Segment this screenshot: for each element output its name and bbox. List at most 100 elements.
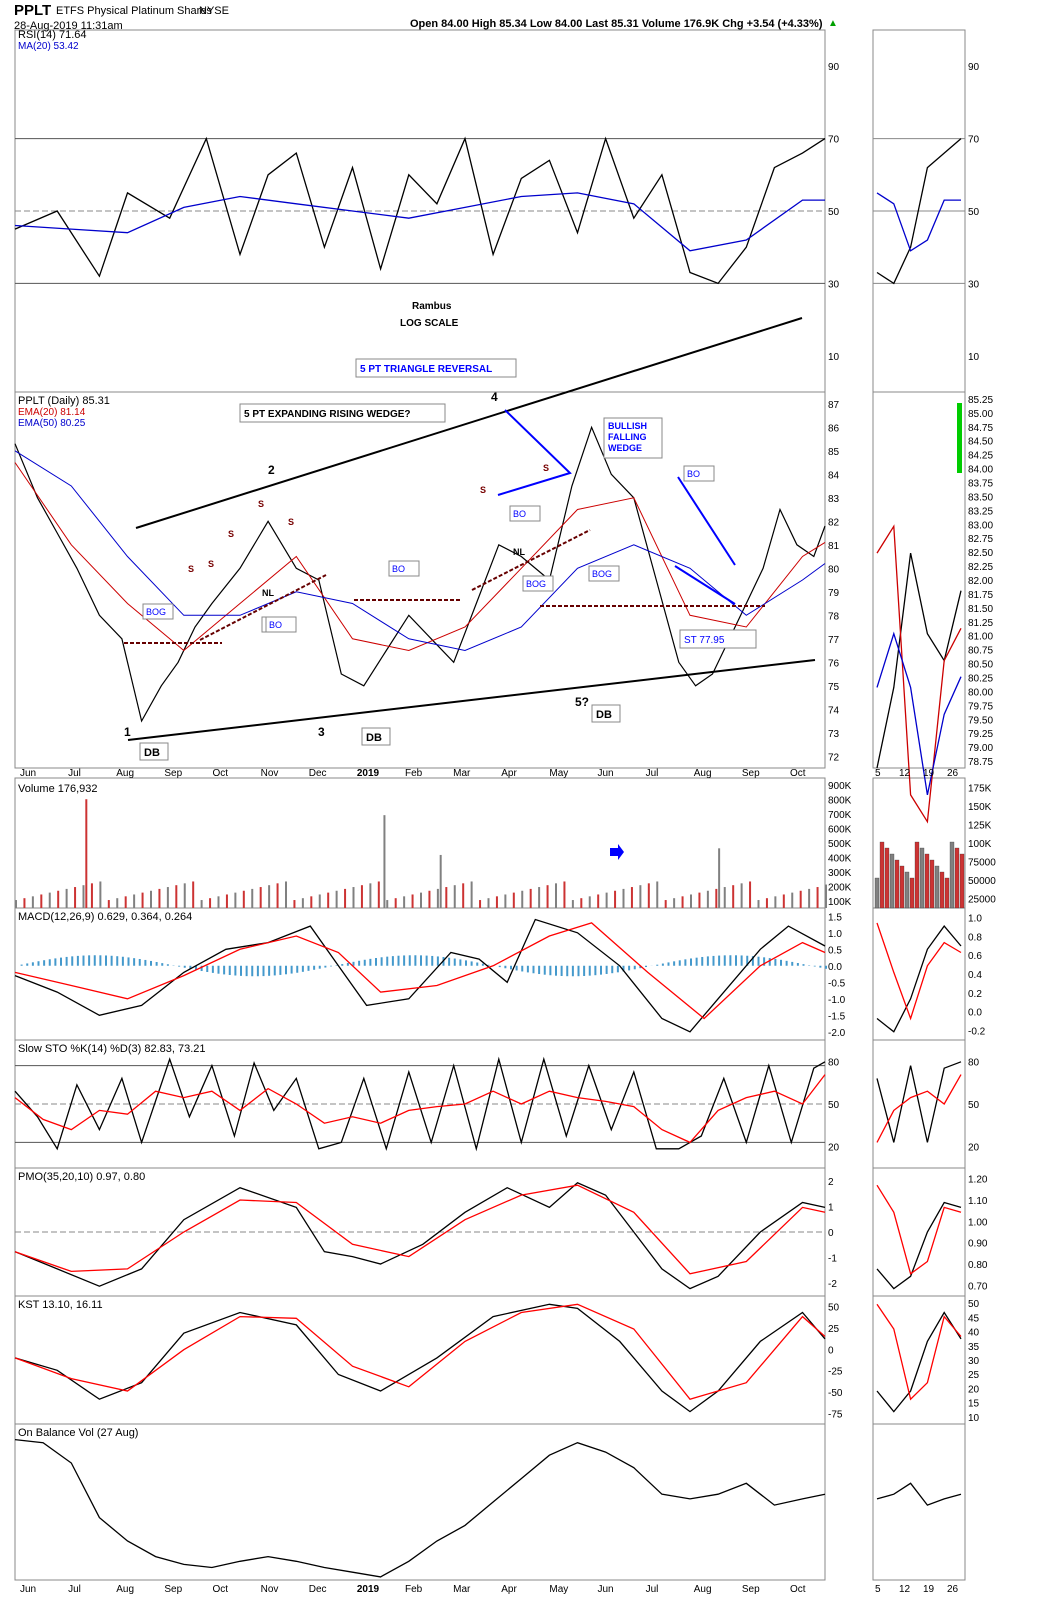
legend-entry: EMA(20) 81.14 [18, 407, 86, 418]
volume-bar [605, 892, 608, 908]
price-inset-axis-tick: 78.75 [968, 757, 993, 768]
macd-histogram-bar [757, 956, 760, 966]
volume-axis-tick: 300K [828, 868, 852, 879]
volume-axis-tick: 400K [828, 853, 852, 864]
macd-histogram-bar [656, 964, 659, 966]
volume-bar [462, 883, 465, 908]
legend-entry: KST 13.10, 16.11 [18, 1299, 103, 1311]
tag-label: BOG [592, 569, 612, 579]
macd-histogram-bar [223, 965, 226, 975]
tag-label: BO [687, 469, 700, 479]
macd-histogram-bar [645, 965, 647, 968]
macd-histogram-bar [481, 963, 484, 966]
macd-histogram-bar [217, 965, 220, 974]
volume-spike-bar [718, 848, 721, 908]
rsi-axis-tick: 10 [828, 352, 840, 363]
volume-bar [90, 883, 93, 908]
sto-axis-tick: 50 [828, 1100, 840, 1111]
inset-volume-bar [874, 877, 880, 909]
inset-x-axis-label-bottom: 26 [947, 1584, 959, 1595]
volume-bar [352, 887, 355, 908]
stop-callout [679, 629, 757, 649]
volume-bar [571, 900, 574, 908]
macd-histogram-bar [701, 956, 704, 966]
volume-bar [538, 887, 541, 908]
ema50-line [14, 450, 826, 652]
inset-volume-bar [899, 865, 905, 909]
price-inset-line [876, 552, 962, 769]
falling-wedge-lower [674, 565, 736, 605]
macd-histogram-bar [605, 965, 608, 974]
price-axis-tick: 77 [828, 635, 840, 646]
macd-histogram-bar [549, 965, 552, 976]
tag-callout [588, 565, 620, 582]
x-axis-label: May [549, 768, 568, 779]
x-axis-label-bottom: Dec [309, 1584, 327, 1595]
tag-label: BO [513, 509, 526, 519]
macd-histogram-bar [600, 965, 602, 975]
sto-inset-axis-tick: 50 [968, 1100, 980, 1111]
inset-volume-bar [904, 871, 910, 909]
volume-bar [521, 890, 524, 908]
volume-inset-axis-tick: 150K [968, 802, 992, 813]
macd-histogram-bar [93, 955, 96, 966]
macd-histogram-bar [723, 955, 726, 966]
volume-bar [251, 888, 254, 908]
sto-inset-axis-tick: 80 [968, 1057, 980, 1068]
inset-volume-bar [934, 865, 940, 909]
macd-histogram-bar [588, 965, 591, 976]
volume-axis-tick: 500K [828, 839, 852, 850]
macd-histogram-bar [633, 965, 636, 970]
volume-axis-tick: 600K [828, 825, 852, 836]
kst-inset-axis-tick: 25 [968, 1370, 980, 1381]
x-axis-label-bottom: Jul [68, 1584, 81, 1595]
macd-histogram-bar [290, 965, 293, 974]
volume-bar [40, 894, 43, 908]
macd-histogram-bar [706, 956, 709, 966]
volume-bar [656, 881, 659, 908]
x-axis-label-bottom: Aug [694, 1584, 712, 1595]
triangle-label: 5 PT TRIANGLE REVERSAL [360, 364, 492, 375]
legend-entry: PPLT (Daily) 85.31 [18, 395, 110, 407]
volume-bar [377, 881, 380, 908]
volume-bar [166, 887, 169, 908]
kst-inset-axis-tick: 15 [968, 1399, 980, 1410]
macd-histogram-bar [116, 956, 119, 966]
arrow-right-icon [610, 844, 624, 860]
macd-histogram-bar [403, 955, 406, 966]
kst-signal-line [14, 1303, 826, 1400]
macd-histogram-bar [628, 965, 631, 971]
macd-histogram-bar [661, 963, 664, 966]
x-axis-label-bottom: Jun [598, 1584, 614, 1595]
macd-line [14, 918, 826, 1033]
macd-histogram-bar [346, 962, 349, 966]
macd-histogram-bar [729, 955, 732, 966]
inset-volume-bar [924, 853, 930, 909]
macd-histogram-bar [166, 964, 169, 966]
tag-label: BOG [146, 607, 166, 617]
inset-volume-bar [954, 847, 960, 909]
neckline-right [471, 529, 591, 591]
volume-inset-axis-tick: 175K [968, 783, 992, 794]
price-inset-axis-tick: 80.00 [968, 687, 993, 698]
price-inset-axis-tick: 81.50 [968, 604, 993, 615]
volume-panel [14, 777, 826, 909]
macd-histogram-bar [200, 965, 203, 972]
macd-histogram-bar [285, 965, 287, 975]
obv-inset-line [876, 1482, 962, 1506]
macd-histogram-bar [352, 961, 355, 966]
macd-histogram-bar [189, 965, 192, 969]
volume-bar [411, 894, 414, 908]
inset-x-axis-label: 26 [947, 768, 959, 779]
inset-volume-bar [889, 853, 895, 909]
macd-axis-tick: 0.0 [828, 962, 842, 973]
inset-x-axis-label: 19 [923, 768, 935, 779]
inset-volume-bar [894, 859, 900, 909]
price-inset-axis-tick: 82.00 [968, 576, 993, 587]
macd-histogram-bar [796, 963, 799, 966]
volume-bar [293, 900, 296, 908]
macd-axis-tick: 0.5 [828, 945, 842, 956]
x-axis-label-bottom: May [549, 1584, 568, 1595]
macd-histogram-bar [256, 965, 259, 977]
volume-inset-axis-tick: 100K [968, 839, 992, 850]
